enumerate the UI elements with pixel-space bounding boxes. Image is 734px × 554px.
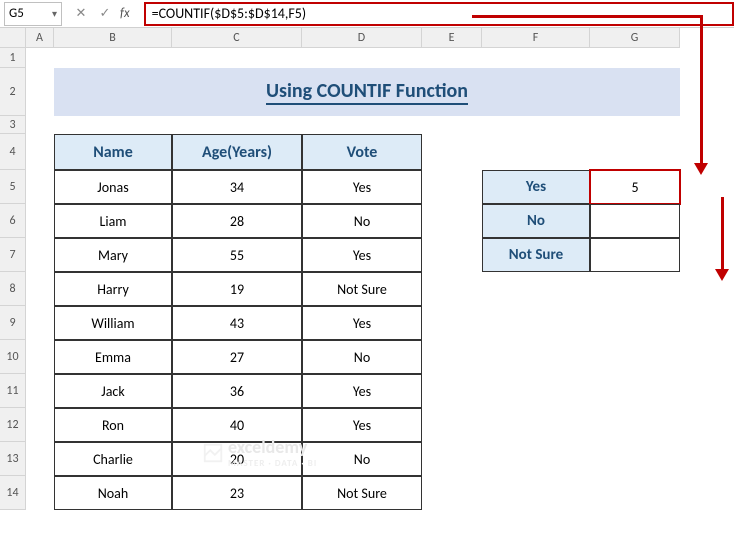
table-cell[interactable]: No [302,442,422,476]
col-header-D[interactable]: D [302,28,422,48]
col-header-B[interactable]: B [54,28,172,48]
row-header-4[interactable]: 4 [0,134,26,170]
row-header-5[interactable]: 5 [0,170,26,204]
row-header-14[interactable]: 14 [0,476,26,510]
row-header-6[interactable]: 6 [0,204,26,238]
result-value-no[interactable] [590,204,680,238]
table-cell[interactable]: Mary [54,238,172,272]
table-cell[interactable]: 27 [172,340,302,374]
table-header-age(years)[interactable]: Age(Years) [172,134,302,170]
table-cell[interactable]: Charlie [54,442,172,476]
table-cell[interactable]: Jonas [54,170,172,204]
col-header-F[interactable]: F [482,28,590,48]
table-cell[interactable]: Not Sure [302,272,422,306]
annotation-arrow-down-icon [694,163,708,175]
table-cell[interactable]: No [302,340,422,374]
table-cell[interactable]: No [302,204,422,238]
table-cell[interactable]: 19 [172,272,302,306]
row-header-13[interactable]: 13 [0,442,26,476]
result-label-not-sure[interactable]: Not Sure [482,238,590,272]
col-header-A[interactable]: A [26,28,54,48]
table-cell[interactable]: Liam [54,204,172,238]
page-title[interactable]: Using COUNTIF Function [54,68,680,116]
annotation-arrow-down-icon-2 [715,269,729,281]
row-header-12[interactable]: 12 [0,408,26,442]
row-headers: 1234567891011121314 [0,48,26,510]
formula-bar-buttons: ✕ ✓ fx [66,6,144,21]
annotation-line-h [472,15,702,18]
row-header-11[interactable]: 11 [0,374,26,408]
annotation-line-v [700,15,703,165]
table-cell[interactable]: Harry [54,272,172,306]
row-header-2[interactable]: 2 [0,68,26,116]
row-header-9[interactable]: 9 [0,306,26,340]
table-cell[interactable]: 20 [172,442,302,476]
table-cell[interactable]: William [54,306,172,340]
table-cell[interactable]: Emma [54,340,172,374]
formula-bar: G5 ▾ ✕ ✓ fx [0,0,734,28]
result-value-yes[interactable]: 5 [590,170,680,204]
fx-icon[interactable]: fx [120,6,130,21]
table-cell[interactable]: Yes [302,170,422,204]
row-header-3[interactable]: 3 [0,116,26,134]
result-label-no[interactable]: No [482,204,590,238]
result-label-yes[interactable]: Yes [482,170,590,204]
formula-input[interactable] [144,2,734,26]
col-header-C[interactable]: C [172,28,302,48]
spreadsheet-grid: ABCDEFG 1234567891011121314 Using COUNTI… [0,28,734,48]
table-cell[interactable]: 28 [172,204,302,238]
column-headers: ABCDEFG [26,28,734,48]
name-box[interactable]: G5 ▾ [4,2,62,26]
table-cell[interactable]: Yes [302,306,422,340]
row-header-7[interactable]: 7 [0,238,26,272]
table-cell[interactable]: 40 [172,408,302,442]
table-header-name[interactable]: Name [54,134,172,170]
annotation-line-v2 [721,197,724,271]
confirm-icon[interactable]: ✓ [96,6,114,21]
row-header-8[interactable]: 8 [0,272,26,306]
table-cell[interactable]: Ron [54,408,172,442]
table-cell[interactable]: 36 [172,374,302,408]
row-header-10[interactable]: 10 [0,340,26,374]
table-cell[interactable]: 55 [172,238,302,272]
col-header-G[interactable]: G [590,28,680,48]
table-cell[interactable]: Noah [54,476,172,510]
cell-reference: G5 [9,6,24,21]
select-all-corner[interactable] [0,28,26,48]
table-cell[interactable]: 23 [172,476,302,510]
result-value-not-sure[interactable] [590,238,680,272]
table-cell[interactable]: Yes [302,374,422,408]
table-cell[interactable]: Yes [302,408,422,442]
cancel-icon[interactable]: ✕ [72,6,90,21]
table-header-vote[interactable]: Vote [302,134,422,170]
table-cell[interactable]: Yes [302,238,422,272]
table-cell[interactable]: Jack [54,374,172,408]
table-cell[interactable]: 34 [172,170,302,204]
row-header-1[interactable]: 1 [0,48,26,68]
chevron-down-icon[interactable]: ▾ [52,7,57,20]
table-cell[interactable]: Not Sure [302,476,422,510]
table-cell[interactable]: 43 [172,306,302,340]
col-header-E[interactable]: E [422,28,482,48]
